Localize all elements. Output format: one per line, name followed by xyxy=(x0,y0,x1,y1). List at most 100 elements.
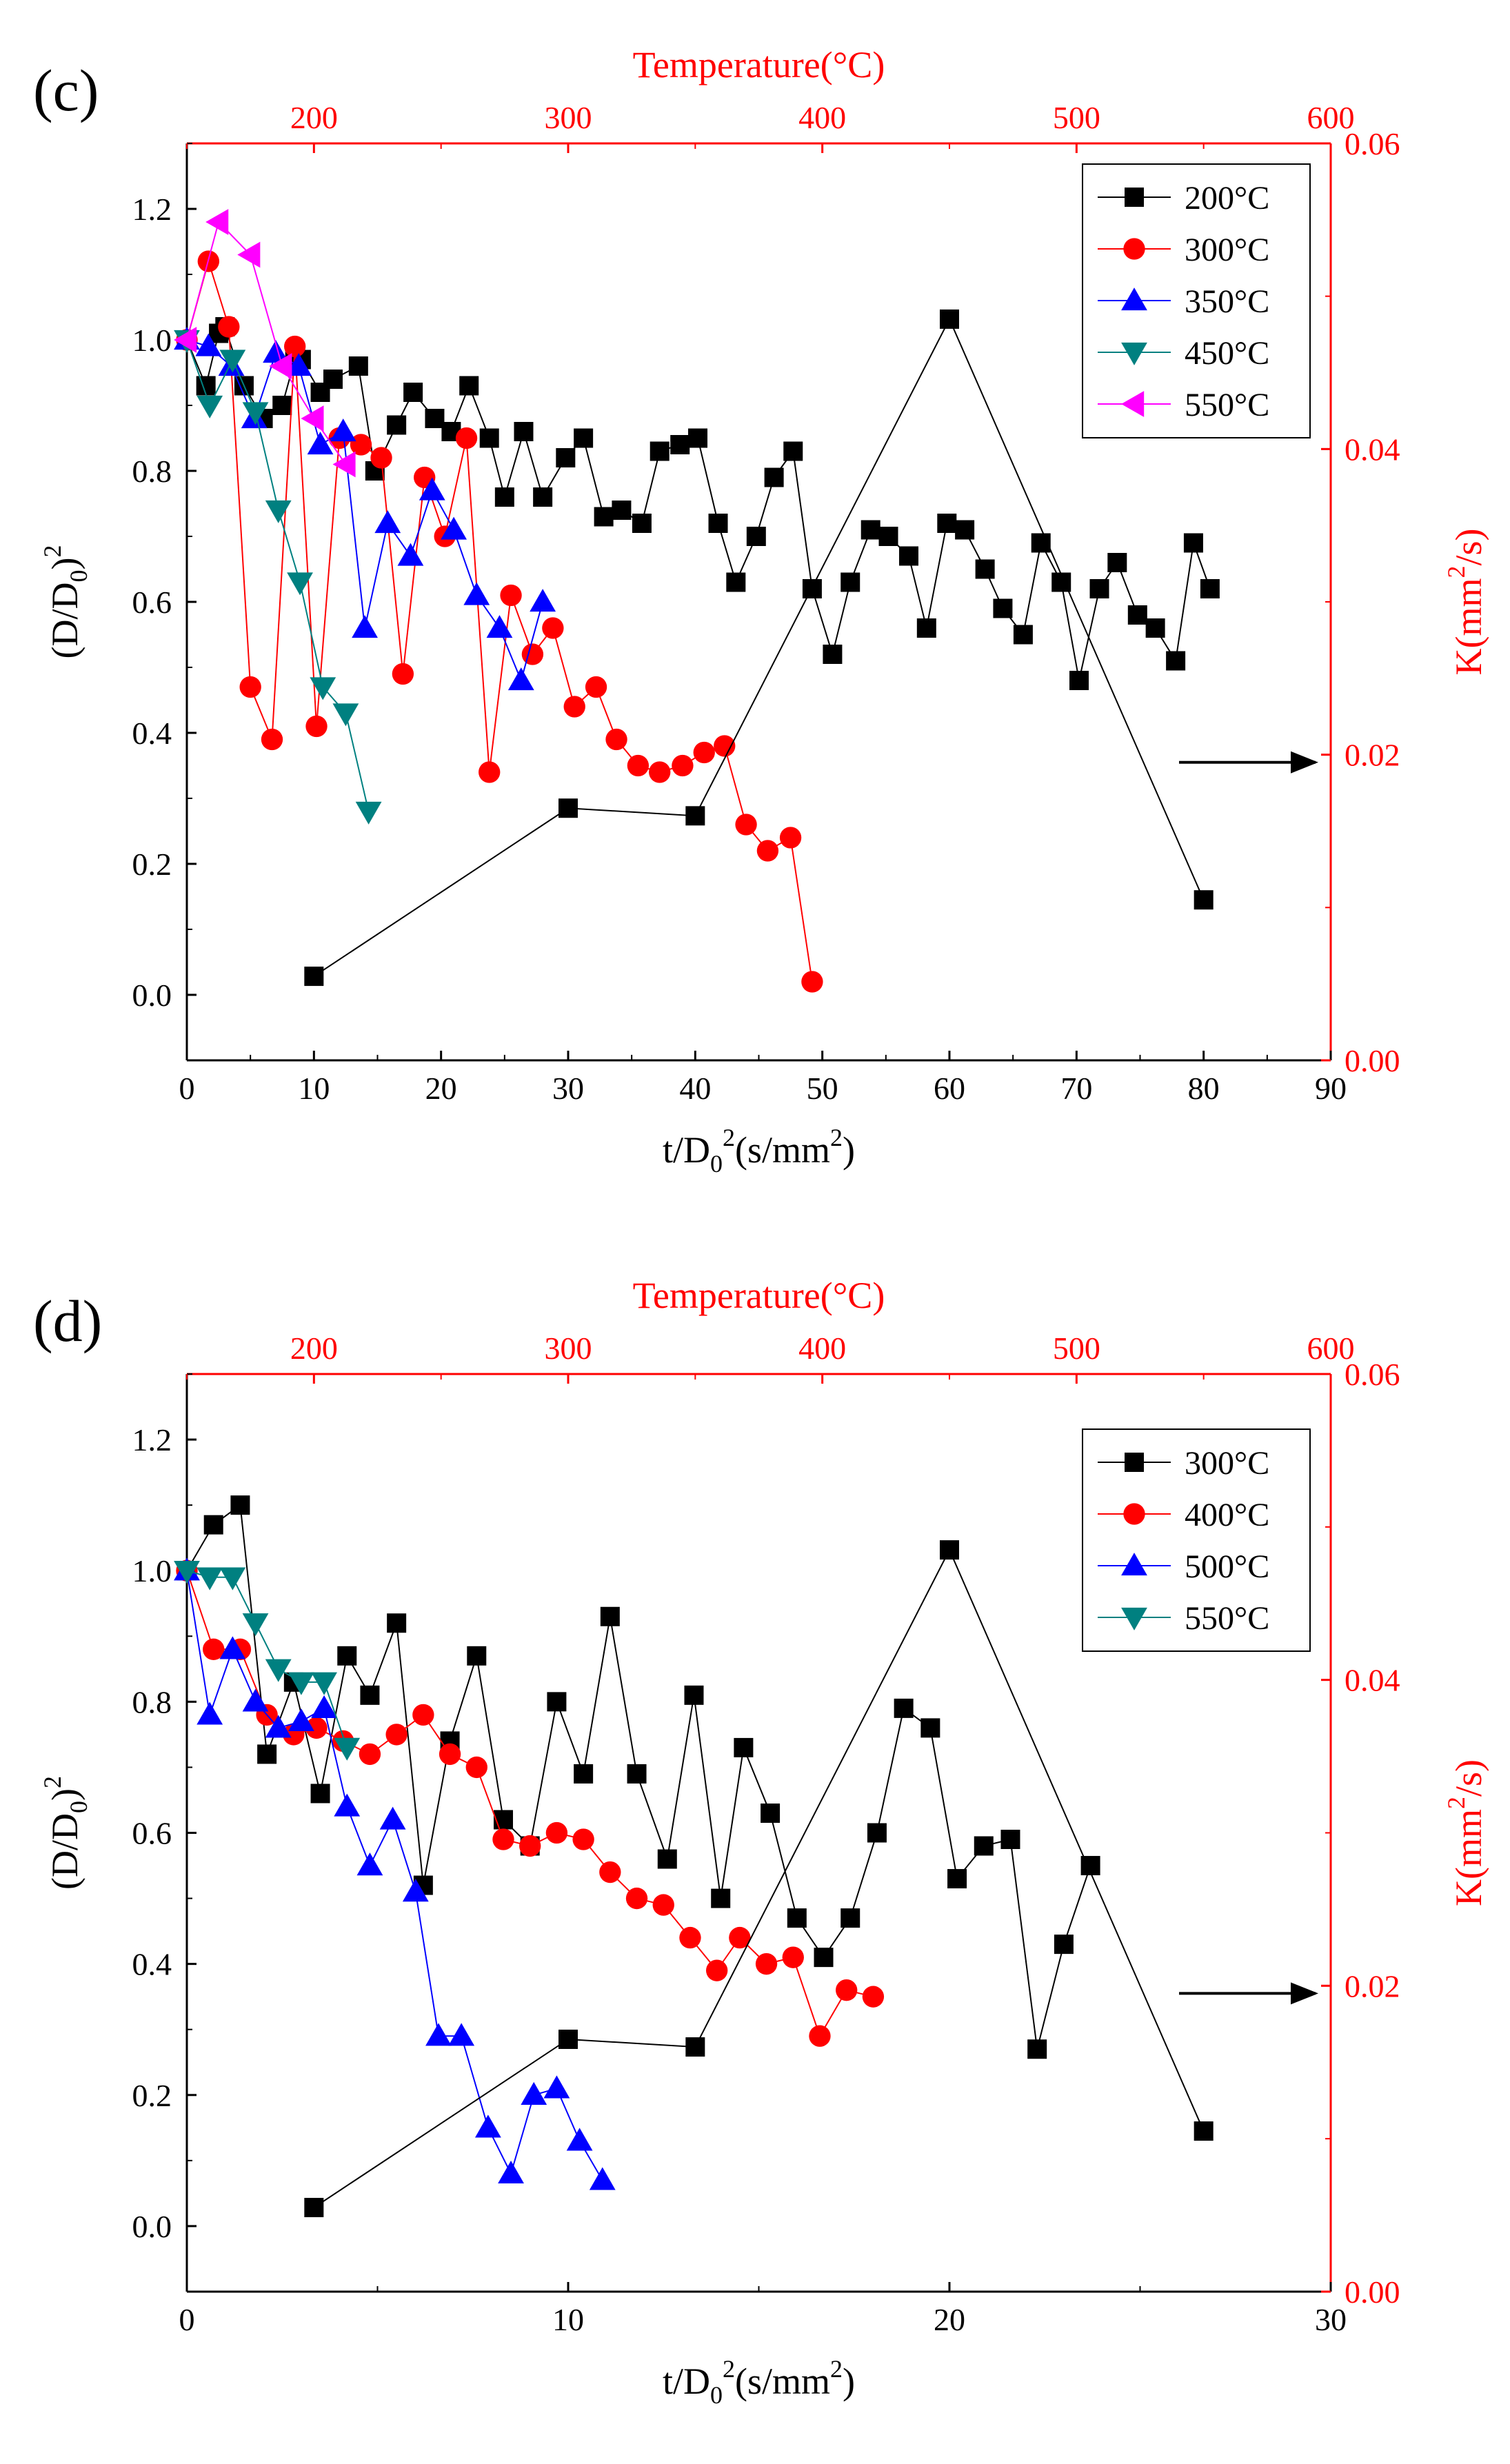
data-point xyxy=(574,428,594,448)
legend-entry: 350°C xyxy=(1098,283,1269,320)
data-point xyxy=(649,761,671,783)
data-point xyxy=(419,477,445,501)
data-point xyxy=(809,2025,831,2047)
chart-panel: (c) 0 10 20 30 40 50 60 70 80 90 0.0 0.2 0.4 0.6 0.8 1.0… xyxy=(33,44,1489,1178)
data-point xyxy=(543,2075,570,2099)
data-point xyxy=(479,761,501,783)
data-point xyxy=(348,356,368,376)
data-point xyxy=(425,409,445,428)
data-point xyxy=(899,546,919,566)
data-point xyxy=(657,1849,677,1869)
data-point xyxy=(448,2023,475,2046)
data-point xyxy=(684,1685,704,1705)
data-point xyxy=(332,703,359,727)
x-axis-title: t/D02(s/mm2) xyxy=(663,1124,855,1178)
data-point xyxy=(242,402,269,425)
legend-label: 550°C xyxy=(1185,387,1269,423)
data-point xyxy=(574,1764,594,1784)
y-tick-label: 0.8 xyxy=(132,454,172,489)
data-point xyxy=(920,1718,940,1738)
data-point xyxy=(285,353,312,376)
y-axis-title: (D/D0)2 xyxy=(39,1776,92,1890)
data-point xyxy=(205,209,229,235)
data-point xyxy=(219,1567,246,1591)
data-point xyxy=(334,1793,361,1817)
legend-entry: 500°C xyxy=(1098,1548,1269,1585)
data-point xyxy=(197,1567,223,1591)
data-point xyxy=(566,2128,593,2151)
right-tick-label: 0.02 xyxy=(1345,738,1400,773)
top-tick-label: 500 xyxy=(1053,100,1100,135)
data-point xyxy=(498,2160,524,2184)
legend-marker xyxy=(1121,391,1145,417)
data-point xyxy=(242,1613,269,1637)
data-point xyxy=(679,1926,701,1949)
data-point xyxy=(1069,671,1089,690)
k-data-point xyxy=(304,967,324,987)
legend-label: 350°C xyxy=(1185,283,1269,320)
data-point xyxy=(265,500,292,523)
y-tick-label: 1.0 xyxy=(132,323,172,358)
data-point xyxy=(1127,605,1147,625)
data-point xyxy=(218,316,240,338)
data-point xyxy=(600,1606,620,1626)
data-point xyxy=(479,428,499,448)
data-point xyxy=(284,335,306,358)
data-point xyxy=(947,1869,967,1889)
data-point xyxy=(439,1743,461,1766)
data-point xyxy=(594,507,614,527)
data-point xyxy=(197,395,223,418)
x-tick-label: 30 xyxy=(1315,2302,1347,2337)
data-point xyxy=(993,598,1013,618)
data-point xyxy=(545,1821,568,1844)
data-point xyxy=(269,353,292,379)
data-point xyxy=(359,1743,381,1766)
data-point xyxy=(1166,651,1186,671)
data-point xyxy=(514,422,534,441)
series-line xyxy=(186,1571,603,2181)
data-point xyxy=(370,447,392,469)
k-data-point xyxy=(685,806,705,826)
x-tick-label: 70 xyxy=(1060,1071,1092,1106)
right-tick-label: 0.04 xyxy=(1345,432,1400,467)
legend-label: 300°C xyxy=(1185,1445,1269,1482)
k-series xyxy=(304,309,1214,987)
data-point xyxy=(878,527,898,546)
data-point xyxy=(625,1887,648,1910)
data-point xyxy=(1027,2039,1047,2059)
legend-label: 300°C xyxy=(1185,232,1269,268)
data-point xyxy=(734,1737,754,1757)
data-point xyxy=(265,1659,292,1682)
series-300°C xyxy=(177,1495,1100,2059)
data-point xyxy=(242,1688,269,1712)
data-point xyxy=(627,754,650,777)
data-point xyxy=(467,1646,487,1666)
y-tick-label: 1.2 xyxy=(132,192,172,227)
k-data-point xyxy=(1194,890,1214,910)
series-500°C xyxy=(174,1557,616,2190)
y-tick-label: 0.2 xyxy=(132,2078,172,2113)
data-point xyxy=(652,1894,674,1916)
right-tick-label: 0.00 xyxy=(1345,2274,1400,2310)
data-point xyxy=(263,340,289,363)
data-point xyxy=(203,1638,225,1660)
y-tick-label: 0.6 xyxy=(132,585,172,620)
legend-marker xyxy=(1121,1553,1147,1576)
x-tick-label: 80 xyxy=(1188,1071,1220,1106)
data-point xyxy=(1200,579,1220,598)
data-point xyxy=(330,418,356,442)
right-tick-label: 0.00 xyxy=(1345,1043,1400,1078)
y-tick-label: 1.2 xyxy=(132,1422,172,1457)
data-point xyxy=(387,1613,407,1633)
data-point xyxy=(203,1515,223,1535)
data-point xyxy=(239,676,261,698)
data-point xyxy=(782,1946,804,1968)
data-point xyxy=(521,643,544,665)
data-point xyxy=(612,501,632,520)
data-point xyxy=(714,735,736,757)
data-point xyxy=(237,241,261,268)
data-point xyxy=(729,1926,751,1949)
x-tick-label: 20 xyxy=(425,1071,457,1106)
legend-label: 200°C xyxy=(1185,180,1269,216)
k-series-line xyxy=(313,1548,1205,2208)
